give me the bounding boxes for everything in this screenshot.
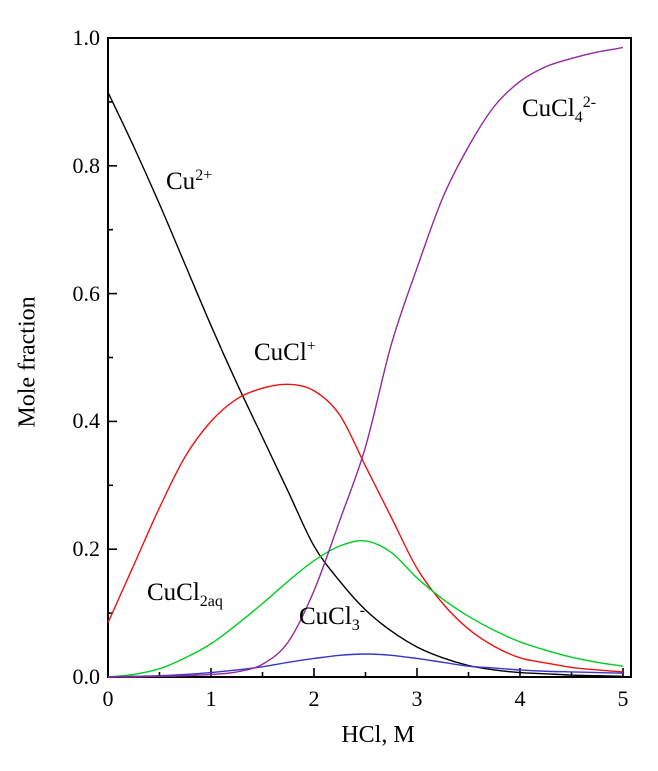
x-tick-label-1: 1 — [205, 686, 217, 711]
annotation-superscript: - — [359, 602, 366, 619]
annotation-cuclplus: CuCl+ — [254, 339, 316, 367]
x-tick-label-5: 5 — [617, 686, 629, 711]
annotation-superscript: 2- — [582, 94, 597, 111]
y-tick-label-0.6: 0.6 — [72, 280, 101, 306]
annotation-text: Cu — [166, 168, 196, 195]
curve-cucl42 — [107, 46, 624, 678]
annotation-cu2plus: Cu2+ — [166, 168, 212, 196]
x-tick-label-0: 0 — [102, 686, 114, 711]
curve-cucl — [107, 383, 624, 673]
y-tick-label-1.0: 1.0 — [72, 25, 101, 50]
annotation-text: CuCl — [147, 579, 200, 606]
annotation-subscript: 4 — [574, 109, 583, 126]
x-tick-label-2: 2 — [308, 686, 320, 711]
annotation-cucl3minus: CuCl3- — [299, 602, 366, 634]
y-tick-label-0.8: 0.8 — [72, 152, 101, 178]
x-axis-title: HCl, M — [341, 722, 415, 748]
y-tick-label-0.2: 0.2 — [72, 536, 101, 562]
x-tick-label-3: 3 — [411, 686, 423, 711]
annotation-superscript: + — [306, 338, 316, 355]
annotation-subscript: 2aq — [199, 593, 223, 610]
annotation-text: CuCl — [254, 339, 307, 366]
x-tick-label-4: 4 — [514, 686, 526, 711]
y-tick-label-0.4: 0.4 — [72, 408, 101, 434]
annotation-text: CuCl — [299, 603, 352, 630]
curve-cucl2aq — [107, 539, 624, 678]
y-tick-label-0.0: 0.0 — [72, 664, 101, 689]
curve-cu2 — [107, 92, 624, 678]
curve-cucl3 — [107, 653, 624, 678]
annotation-cucl42minus: CuCl42- — [522, 94, 597, 126]
annotation-cucl2aq: CuCl2aq — [147, 579, 223, 610]
annotation-superscript: 2+ — [195, 167, 213, 184]
annotation-subscript: 3 — [351, 617, 360, 634]
annotation-text: CuCl — [522, 95, 575, 122]
